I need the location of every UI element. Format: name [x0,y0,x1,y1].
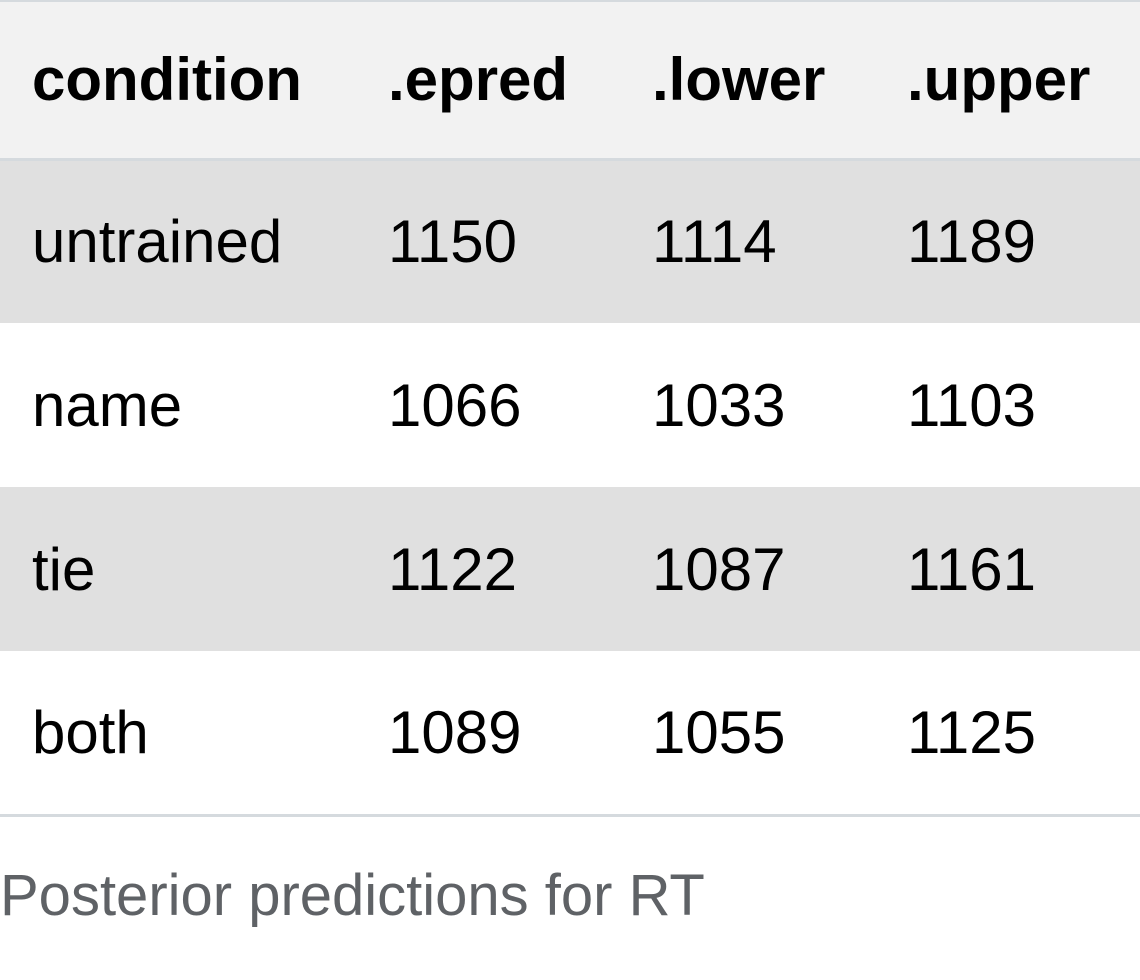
header-row: condition .epred .lower .upper [0,1,1140,159]
table-row: tie 1122 1087 1161 [0,487,1140,651]
cell-condition: name [32,371,183,439]
cell-upper: 1161 [907,535,1037,603]
cell-condition: both [32,698,149,766]
cell-upper: 1189 [907,208,1037,276]
cell-epred: 1150 [388,208,518,276]
header-condition: condition [32,46,302,114]
cell-upper: 1103 [907,371,1037,439]
cell-lower: 1033 [652,371,786,439]
cell-lower: 1114 [652,208,777,276]
results-table-container: condition .epred .lower .upper untrained… [0,1,1140,815]
table-body: untrained 1150 1114 1189 name 1066 1033 … [0,159,1140,815]
cell-epred: 1089 [388,698,522,766]
header-epred: .epred [388,46,569,114]
cell-lower: 1087 [652,535,786,603]
table-row: untrained 1150 1114 1189 [0,159,1140,323]
cell-upper: 1125 [907,698,1037,766]
cell-epred: 1122 [388,535,518,603]
cell-lower: 1055 [652,698,786,766]
results-table: condition .epred .lower .upper untrained… [0,1,1140,815]
header-lower: .lower [652,46,826,114]
table-caption: Posterior predictions for RT [0,863,705,928]
header-upper: .upper [907,46,1091,114]
cell-epred: 1066 [388,371,522,439]
cell-condition: tie [32,535,96,603]
cell-condition: untrained [32,208,283,276]
table-row: both 1089 1055 1125 [0,651,1140,815]
table-row: name 1066 1033 1103 [0,323,1140,487]
table-header: condition .epred .lower .upper [0,1,1140,159]
